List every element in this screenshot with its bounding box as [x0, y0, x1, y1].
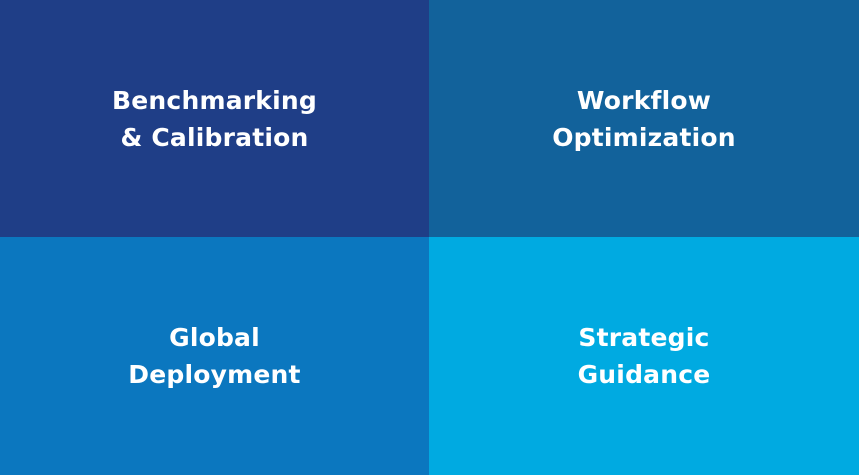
tile-global-deployment: Global Deployment	[0, 237, 429, 475]
tile-label-line: Deployment	[128, 360, 301, 389]
tile-workflow-optimization: Workflow Optimization	[429, 0, 859, 237]
tile-label-line: Strategic	[578, 323, 710, 352]
tile-label-line: Benchmarking	[112, 85, 317, 115]
tile-label: Strategic Guidance	[578, 319, 711, 393]
tile-benchmarking-calibration: Benchmarking & Calibration	[0, 0, 429, 237]
tile-label-line: Workflow	[576, 85, 712, 115]
tile-label: Workflow Optimization	[552, 82, 736, 156]
tile-label: Global Deployment	[128, 319, 300, 393]
tile-label-line: Global	[169, 323, 260, 352]
tile-label: Benchmarking & Calibration	[112, 82, 317, 156]
tile-label-line: Guidance	[577, 360, 711, 389]
tile-label-line: Optimization	[552, 122, 736, 152]
tile-label-line: & Calibration	[120, 122, 309, 152]
tile-strategic-guidance: Strategic Guidance	[429, 237, 859, 475]
